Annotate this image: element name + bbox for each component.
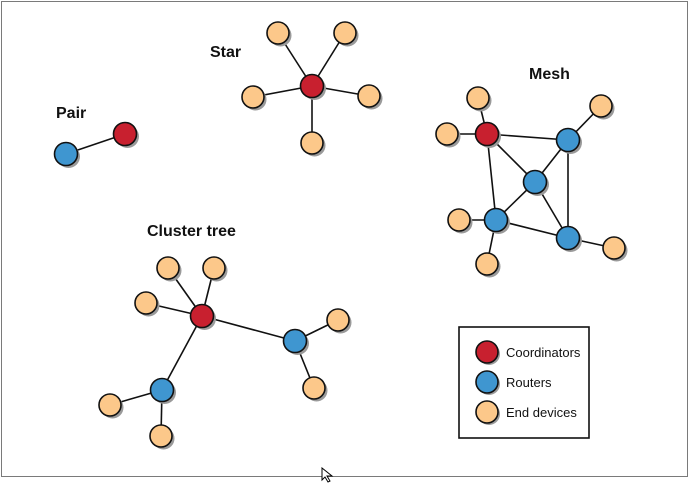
coordinator-node-star_c: [299, 73, 325, 99]
label-mesh: Mesh: [529, 66, 570, 83]
router-node-mesh_r1: [555, 127, 581, 153]
router-node-mesh_r4: [555, 225, 581, 251]
nodes-layer: [53, 21, 628, 450]
end-device-node-mesh_e1: [466, 86, 490, 110]
legend-end-devices-label: End devices: [506, 405, 577, 420]
end-device-node-star_e5: [300, 131, 324, 155]
end-device-node-ct_e4: [326, 308, 350, 332]
label-cluster-tree: Cluster tree: [147, 223, 236, 240]
end-device-node-ct_e1: [156, 256, 180, 280]
edge-mesh_c-mesh_r3: [486, 133, 497, 221]
router-node-pair_r: [53, 141, 79, 167]
router-node-mesh_r2: [522, 169, 548, 195]
coordinator-node-pair_c: [112, 121, 138, 147]
edge-ct_c-ct_r2: [161, 315, 203, 391]
legend-router-marker: [475, 370, 499, 394]
coordinator-node-mesh_c: [474, 121, 500, 147]
legend: Coordinators Routers End devices: [458, 326, 590, 439]
end-device-node-ct_e5: [302, 376, 326, 400]
end-device-node-ct_e6: [98, 393, 122, 417]
router-node-ct_r2: [149, 377, 175, 403]
end-device-node-mesh_e5: [475, 252, 499, 276]
end-device-node-mesh_e4: [447, 208, 471, 232]
legend-coordinators-label: Coordinators: [506, 345, 581, 360]
end-device-node-ct_e2: [202, 256, 226, 280]
end-device-node-mesh_e3: [589, 94, 613, 118]
end-device-node-ct_e7: [149, 424, 173, 448]
label-star: Star: [210, 44, 241, 61]
label-pair: Pair: [56, 105, 86, 122]
end-device-node-star_e3: [241, 85, 265, 109]
end-device-node-ct_e3: [134, 291, 158, 315]
coordinator-node-ct_c: [189, 303, 215, 329]
legend-end-device-marker: [475, 400, 499, 424]
legend-coordinator-marker: [475, 340, 499, 364]
end-device-node-star_e2: [333, 21, 357, 45]
router-node-mesh_r3: [483, 207, 509, 233]
edge-ct_c-ct_r1: [201, 315, 296, 342]
end-device-node-mesh_e6: [602, 236, 626, 260]
end-device-node-star_e4: [357, 84, 381, 108]
legend-routers-label: Routers: [506, 375, 552, 390]
router-node-ct_r1: [282, 328, 308, 354]
end-device-node-star_e1: [266, 21, 290, 45]
end-device-node-mesh_e2: [435, 122, 459, 146]
